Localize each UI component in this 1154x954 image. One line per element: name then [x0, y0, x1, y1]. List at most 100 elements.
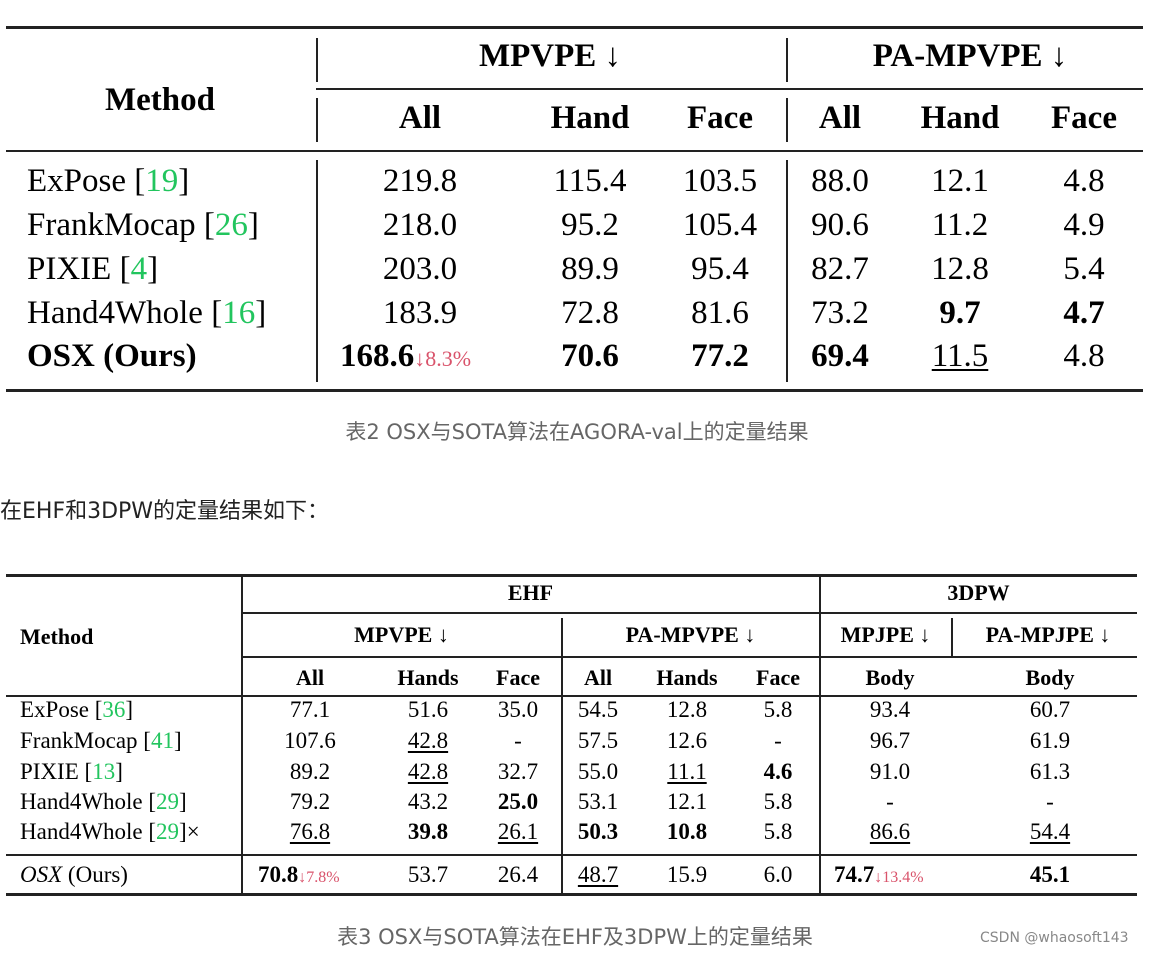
- 3dpw-header: 3DPW: [947, 580, 1010, 605]
- table-row-method: FrankMocap [26]: [27, 207, 259, 243]
- vrule: [951, 618, 953, 656]
- vrule: [786, 98, 788, 142]
- cell: 70.8↓7.8%: [258, 862, 340, 887]
- mpvpe-header: MPVPE ↓: [478, 38, 622, 74]
- header-rule: [6, 695, 1137, 697]
- cell: 9.7: [939, 295, 981, 331]
- cell: 61.3: [1029, 759, 1071, 784]
- cell: 32.7: [497, 759, 539, 784]
- cell: 11.2: [931, 207, 989, 243]
- bottom-rule: [6, 389, 1143, 392]
- cell: 86.6: [869, 819, 911, 844]
- cell: 4.8: [1063, 163, 1105, 199]
- cell: 88.0: [811, 163, 869, 199]
- cell: -: [774, 728, 782, 753]
- cell: 72.8: [561, 295, 619, 331]
- table-caption: 表3 OSX与SOTA算法在EHF及3DPW上的定量结果: [337, 925, 813, 949]
- table-row-method: ExPose [19]: [27, 163, 190, 199]
- cell: 77.1: [289, 697, 331, 722]
- cell: 61.9: [1029, 728, 1071, 753]
- col-header: Hands: [397, 665, 459, 690]
- cell: 48.7: [577, 862, 619, 887]
- cell: 77.2: [691, 338, 749, 374]
- cell: 42.8: [407, 728, 449, 753]
- delta-badge: ↓13.4%: [874, 869, 924, 886]
- col-header: Hand: [920, 100, 1000, 136]
- cell: 12.8: [931, 251, 989, 287]
- cell: 53.7: [407, 862, 449, 887]
- cell: 103.5: [682, 163, 758, 199]
- cell: 57.5: [577, 728, 619, 753]
- cell: 5.4: [1063, 251, 1105, 287]
- delta-badge: ↓7.8%: [298, 869, 340, 886]
- top-rule: [6, 26, 1143, 29]
- cell: 54.4: [1029, 819, 1071, 844]
- vrule: [316, 98, 318, 142]
- cell: 4.6: [763, 759, 793, 784]
- table-row-method: OSX (Ours): [27, 338, 197, 374]
- cell: 35.0: [497, 697, 539, 722]
- method-header: Method: [20, 624, 94, 649]
- col-header: Hand: [550, 100, 630, 136]
- group-rule: [316, 88, 1143, 90]
- cell: 82.7: [811, 251, 869, 287]
- col-header: All: [398, 100, 442, 136]
- ours-rule: [6, 854, 1137, 856]
- cell: 4.9: [1063, 207, 1105, 243]
- cell: 26.4: [497, 862, 539, 887]
- cell: 4.7: [1063, 295, 1105, 331]
- cell: 15.9: [666, 862, 708, 887]
- table-caption: 表2 OSX与SOTA算法在AGORA-val上的定量结果: [345, 420, 809, 444]
- col-header: Face: [1051, 100, 1117, 136]
- cell: 76.8: [289, 819, 331, 844]
- cell: 5.8: [763, 697, 793, 722]
- cell: 42.8: [407, 759, 449, 784]
- cell: 5.8: [763, 819, 793, 844]
- cell: 5.8: [763, 789, 793, 814]
- cell: 79.2: [289, 789, 331, 814]
- cell: 93.4: [869, 697, 911, 722]
- group-rule: [242, 612, 1137, 614]
- cell: 183.9: [382, 295, 458, 331]
- col-header: Body: [865, 665, 915, 690]
- cell: 26.1: [497, 819, 539, 844]
- vrule: [316, 38, 318, 82]
- cell: 81.6: [691, 295, 749, 331]
- vrule: [786, 38, 788, 82]
- table-row-method: PIXIE [4]: [27, 251, 159, 287]
- header-rule: [6, 150, 1143, 152]
- cell: 107.6: [284, 728, 336, 753]
- cell: 55.0: [577, 759, 619, 784]
- cell: 96.7: [869, 728, 911, 753]
- body-text: 在EHF和3DPW的定量结果如下：: [0, 499, 330, 524]
- table-row-method: OSX (Ours): [20, 862, 128, 887]
- cell: 12.1: [666, 789, 708, 814]
- vrule: [241, 577, 243, 893]
- cell: 69.4: [811, 338, 869, 374]
- cell: 50.3: [577, 819, 619, 844]
- cell: 6.0: [763, 862, 793, 887]
- table-row-method: Hand4Whole [29]: [20, 789, 187, 814]
- col-header: All: [583, 665, 613, 690]
- cell: 45.1: [1029, 862, 1071, 887]
- cell: 39.8: [407, 819, 449, 844]
- mpvpe-header: MPVPE ↓: [354, 622, 449, 647]
- table-row-method: PIXIE [13]: [20, 759, 123, 784]
- cell: 89.9: [561, 251, 619, 287]
- table-row-method: FrankMocap [41]: [20, 728, 182, 753]
- cell: 53.1: [577, 789, 619, 814]
- cell: 203.0: [382, 251, 458, 287]
- cell: 168.6↓8.3%: [340, 338, 472, 374]
- col-header: All: [295, 665, 325, 690]
- cell: 51.6: [407, 697, 449, 722]
- mpjpe-header: MPJPE ↓: [840, 622, 931, 647]
- col-header: Hands: [656, 665, 718, 690]
- col-header: Face: [756, 665, 800, 690]
- cell: 11.5: [931, 338, 989, 374]
- col-header: Face: [687, 100, 753, 136]
- cell: 89.2: [289, 759, 331, 784]
- vrule: [561, 618, 563, 893]
- subgroup-rule: [242, 656, 1137, 658]
- bottom-rule: [6, 893, 1137, 896]
- cell: 4.8: [1063, 338, 1105, 374]
